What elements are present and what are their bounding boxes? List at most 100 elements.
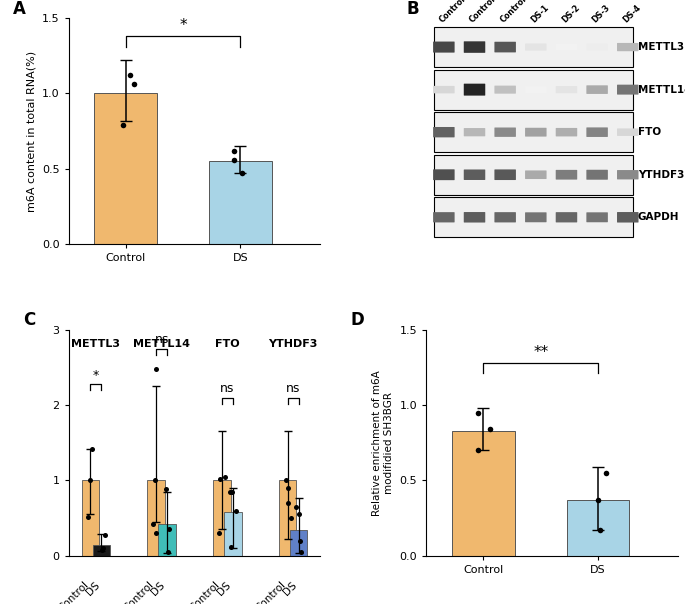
Point [164, 524, 175, 534]
Point [99, 530, 110, 539]
Text: C: C [23, 311, 36, 329]
Point [229, 146, 240, 155]
Bar [82, 480, 99, 556]
Point [290, 502, 301, 512]
Text: FTO: FTO [215, 339, 240, 349]
FancyBboxPatch shape [617, 43, 638, 51]
Bar [290, 530, 308, 556]
Text: *: * [179, 18, 187, 33]
FancyBboxPatch shape [495, 127, 516, 137]
Text: FTO: FTO [638, 127, 661, 137]
FancyBboxPatch shape [586, 43, 608, 51]
Point [129, 80, 140, 89]
Point [236, 169, 247, 178]
FancyBboxPatch shape [617, 129, 638, 136]
Text: METTL14: METTL14 [638, 85, 685, 95]
FancyBboxPatch shape [586, 127, 608, 137]
Point [296, 547, 307, 557]
Text: DS: DS [149, 580, 167, 597]
Text: YTHDF3: YTHDF3 [638, 170, 684, 180]
Bar [209, 161, 272, 244]
Point [214, 528, 225, 538]
FancyBboxPatch shape [586, 170, 608, 180]
FancyBboxPatch shape [495, 212, 516, 222]
Point [224, 487, 235, 496]
Point [593, 495, 603, 505]
Point [600, 468, 611, 478]
Point [84, 475, 95, 485]
Bar [213, 480, 231, 556]
FancyBboxPatch shape [617, 85, 638, 95]
FancyBboxPatch shape [464, 212, 485, 222]
Point [229, 155, 240, 164]
Text: Control: Control [56, 580, 90, 604]
FancyBboxPatch shape [464, 170, 485, 180]
Point [151, 528, 162, 538]
Bar [566, 500, 630, 556]
Point [163, 547, 174, 557]
FancyBboxPatch shape [586, 85, 608, 94]
Bar [279, 480, 297, 556]
Bar [224, 512, 242, 556]
Bar [95, 94, 158, 244]
Text: D: D [351, 311, 364, 329]
FancyBboxPatch shape [556, 170, 577, 179]
Text: Control: Control [122, 580, 156, 604]
Text: ns: ns [220, 382, 234, 395]
FancyBboxPatch shape [433, 86, 455, 94]
FancyBboxPatch shape [464, 41, 485, 53]
FancyBboxPatch shape [464, 84, 485, 95]
Text: Control-3: Control-3 [499, 0, 535, 25]
Point [227, 487, 238, 496]
Text: DS: DS [84, 580, 101, 597]
Text: **: ** [533, 345, 549, 360]
FancyBboxPatch shape [464, 128, 485, 137]
FancyBboxPatch shape [525, 213, 547, 222]
FancyBboxPatch shape [434, 155, 633, 194]
Text: DS-3: DS-3 [590, 4, 612, 25]
Point [219, 472, 230, 481]
FancyBboxPatch shape [433, 127, 455, 137]
Bar [452, 431, 515, 556]
Bar [158, 524, 176, 556]
Point [295, 536, 306, 545]
Text: ns: ns [154, 333, 169, 346]
Text: YTHDF3: YTHDF3 [269, 339, 318, 349]
Point [230, 506, 241, 515]
FancyBboxPatch shape [586, 213, 608, 222]
Point [82, 512, 93, 521]
Text: Control: Control [253, 580, 288, 604]
FancyBboxPatch shape [433, 42, 455, 53]
Point [148, 519, 159, 529]
Text: DS: DS [215, 580, 233, 597]
Point [293, 509, 304, 519]
Bar [147, 480, 165, 556]
FancyBboxPatch shape [434, 198, 633, 237]
Point [149, 475, 160, 485]
FancyBboxPatch shape [433, 212, 455, 222]
Text: METTL3: METTL3 [71, 339, 121, 349]
Text: DS-2: DS-2 [560, 4, 582, 25]
FancyBboxPatch shape [434, 69, 633, 109]
Point [280, 475, 291, 485]
Text: Control-2: Control-2 [468, 0, 504, 25]
FancyBboxPatch shape [556, 43, 577, 51]
Point [118, 120, 129, 130]
FancyBboxPatch shape [525, 170, 547, 179]
FancyBboxPatch shape [617, 212, 638, 222]
Y-axis label: m6A content in total RNA(%): m6A content in total RNA(%) [26, 51, 36, 211]
Text: METTL3: METTL3 [638, 42, 684, 52]
Point [96, 545, 107, 555]
Point [97, 544, 108, 553]
Point [473, 408, 484, 417]
Point [225, 542, 236, 551]
Text: Control: Control [188, 580, 222, 604]
Point [595, 525, 606, 535]
FancyBboxPatch shape [434, 112, 633, 152]
Point [161, 484, 172, 494]
FancyBboxPatch shape [617, 170, 638, 179]
FancyBboxPatch shape [495, 42, 516, 53]
Point [485, 425, 496, 434]
Text: ns: ns [286, 382, 300, 395]
Text: B: B [406, 0, 419, 18]
